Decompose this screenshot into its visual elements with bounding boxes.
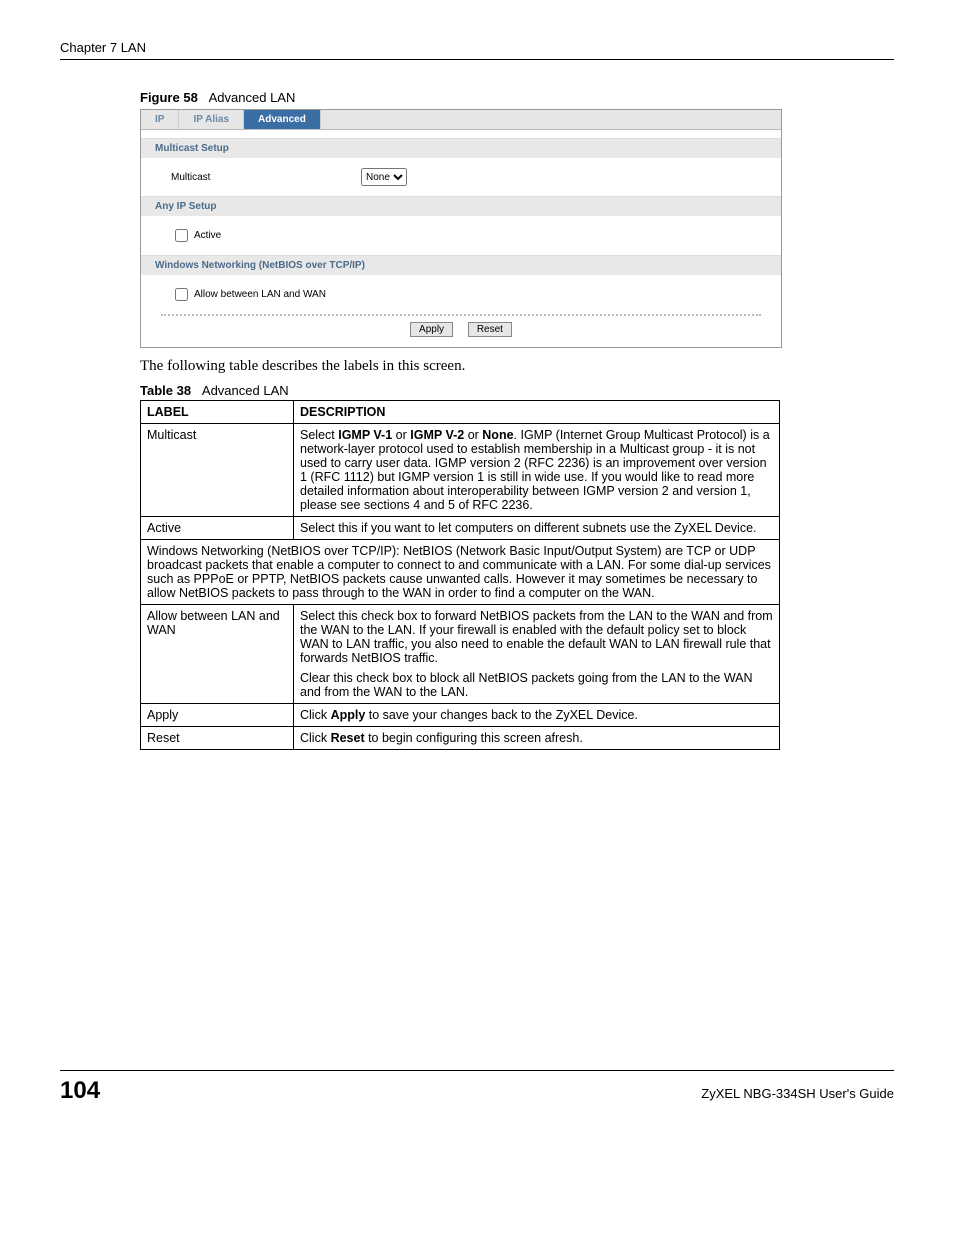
cell-full: Windows Networking (NetBIOS over TCP/IP)… — [141, 540, 780, 605]
cell-desc: Click Apply to save your changes back to… — [294, 704, 780, 727]
table-row: Allow between LAN and WAN Select this ch… — [141, 605, 780, 704]
section-any-ip-setup: Any IP Setup — [141, 196, 781, 216]
cell-label: Apply — [141, 704, 294, 727]
cell-desc: Click Reset to begin configuring this sc… — [294, 727, 780, 750]
active-label: Active — [194, 230, 221, 241]
table-caption: Table 38 Advanced LAN — [140, 383, 894, 398]
section-netbios: Windows Networking (NetBIOS over TCP/IP) — [141, 255, 781, 275]
tab-bar: IP IP Alias Advanced — [141, 110, 781, 130]
th-label: Label — [141, 401, 294, 424]
cell-label: Active — [141, 517, 294, 540]
cell-desc: Select IGMP V-1 or IGMP V-2 or None. IGM… — [294, 424, 780, 517]
cell-label: Multicast — [141, 424, 294, 517]
table-header-row: Label Description — [141, 401, 780, 424]
table-title: Advanced LAN — [202, 383, 289, 398]
figure-title: Advanced LAN — [209, 90, 296, 105]
figure-caption: Figure 58 Advanced LAN — [140, 90, 894, 105]
figure-number: Figure 58 — [140, 90, 198, 105]
intro-paragraph: The following table describes the labels… — [140, 358, 780, 375]
cell-desc: Select this check box to forward NetBIOS… — [294, 605, 780, 704]
table-row: Reset Click Reset to begin configuring t… — [141, 727, 780, 750]
tab-ip-alias[interactable]: IP Alias — [179, 110, 244, 129]
advanced-lan-panel: IP IP Alias Advanced Multicast Setup Mul… — [140, 109, 782, 348]
table-row: Windows Networking (NetBIOS over TCP/IP)… — [141, 540, 780, 605]
button-bar: Apply Reset — [161, 314, 761, 347]
description-table: Label Description Multicast Select IGMP … — [140, 400, 780, 750]
tab-advanced[interactable]: Advanced — [244, 110, 321, 129]
table-row: Multicast Select IGMP V-1 or IGMP V-2 or… — [141, 424, 780, 517]
page-footer: 104 ZyXEL NBG-334SH User's Guide — [60, 1070, 894, 1105]
page-number: 104 — [60, 1077, 100, 1105]
table-row: Apply Click Apply to save your changes b… — [141, 704, 780, 727]
table-row: Active Select this if you want to let co… — [141, 517, 780, 540]
allow-lan-wan-checkbox[interactable] — [175, 288, 188, 301]
th-description: Description — [294, 401, 780, 424]
reset-button[interactable]: Reset — [468, 322, 512, 337]
multicast-label: Multicast — [171, 172, 361, 183]
chapter-header: Chapter 7 LAN — [60, 40, 894, 60]
multicast-select[interactable]: None — [361, 168, 407, 186]
cell-desc: Select this if you want to let computers… — [294, 517, 780, 540]
guide-name: ZyXEL NBG-334SH User's Guide — [701, 1086, 894, 1101]
allow-lan-wan-label: Allow between LAN and WAN — [194, 289, 326, 300]
table-number: Table 38 — [140, 383, 191, 398]
active-checkbox[interactable] — [175, 229, 188, 242]
cell-label: Allow between LAN and WAN — [141, 605, 294, 704]
section-multicast-setup: Multicast Setup — [141, 138, 781, 158]
cell-label: Reset — [141, 727, 294, 750]
apply-button[interactable]: Apply — [410, 322, 453, 337]
tab-ip[interactable]: IP — [141, 110, 179, 129]
